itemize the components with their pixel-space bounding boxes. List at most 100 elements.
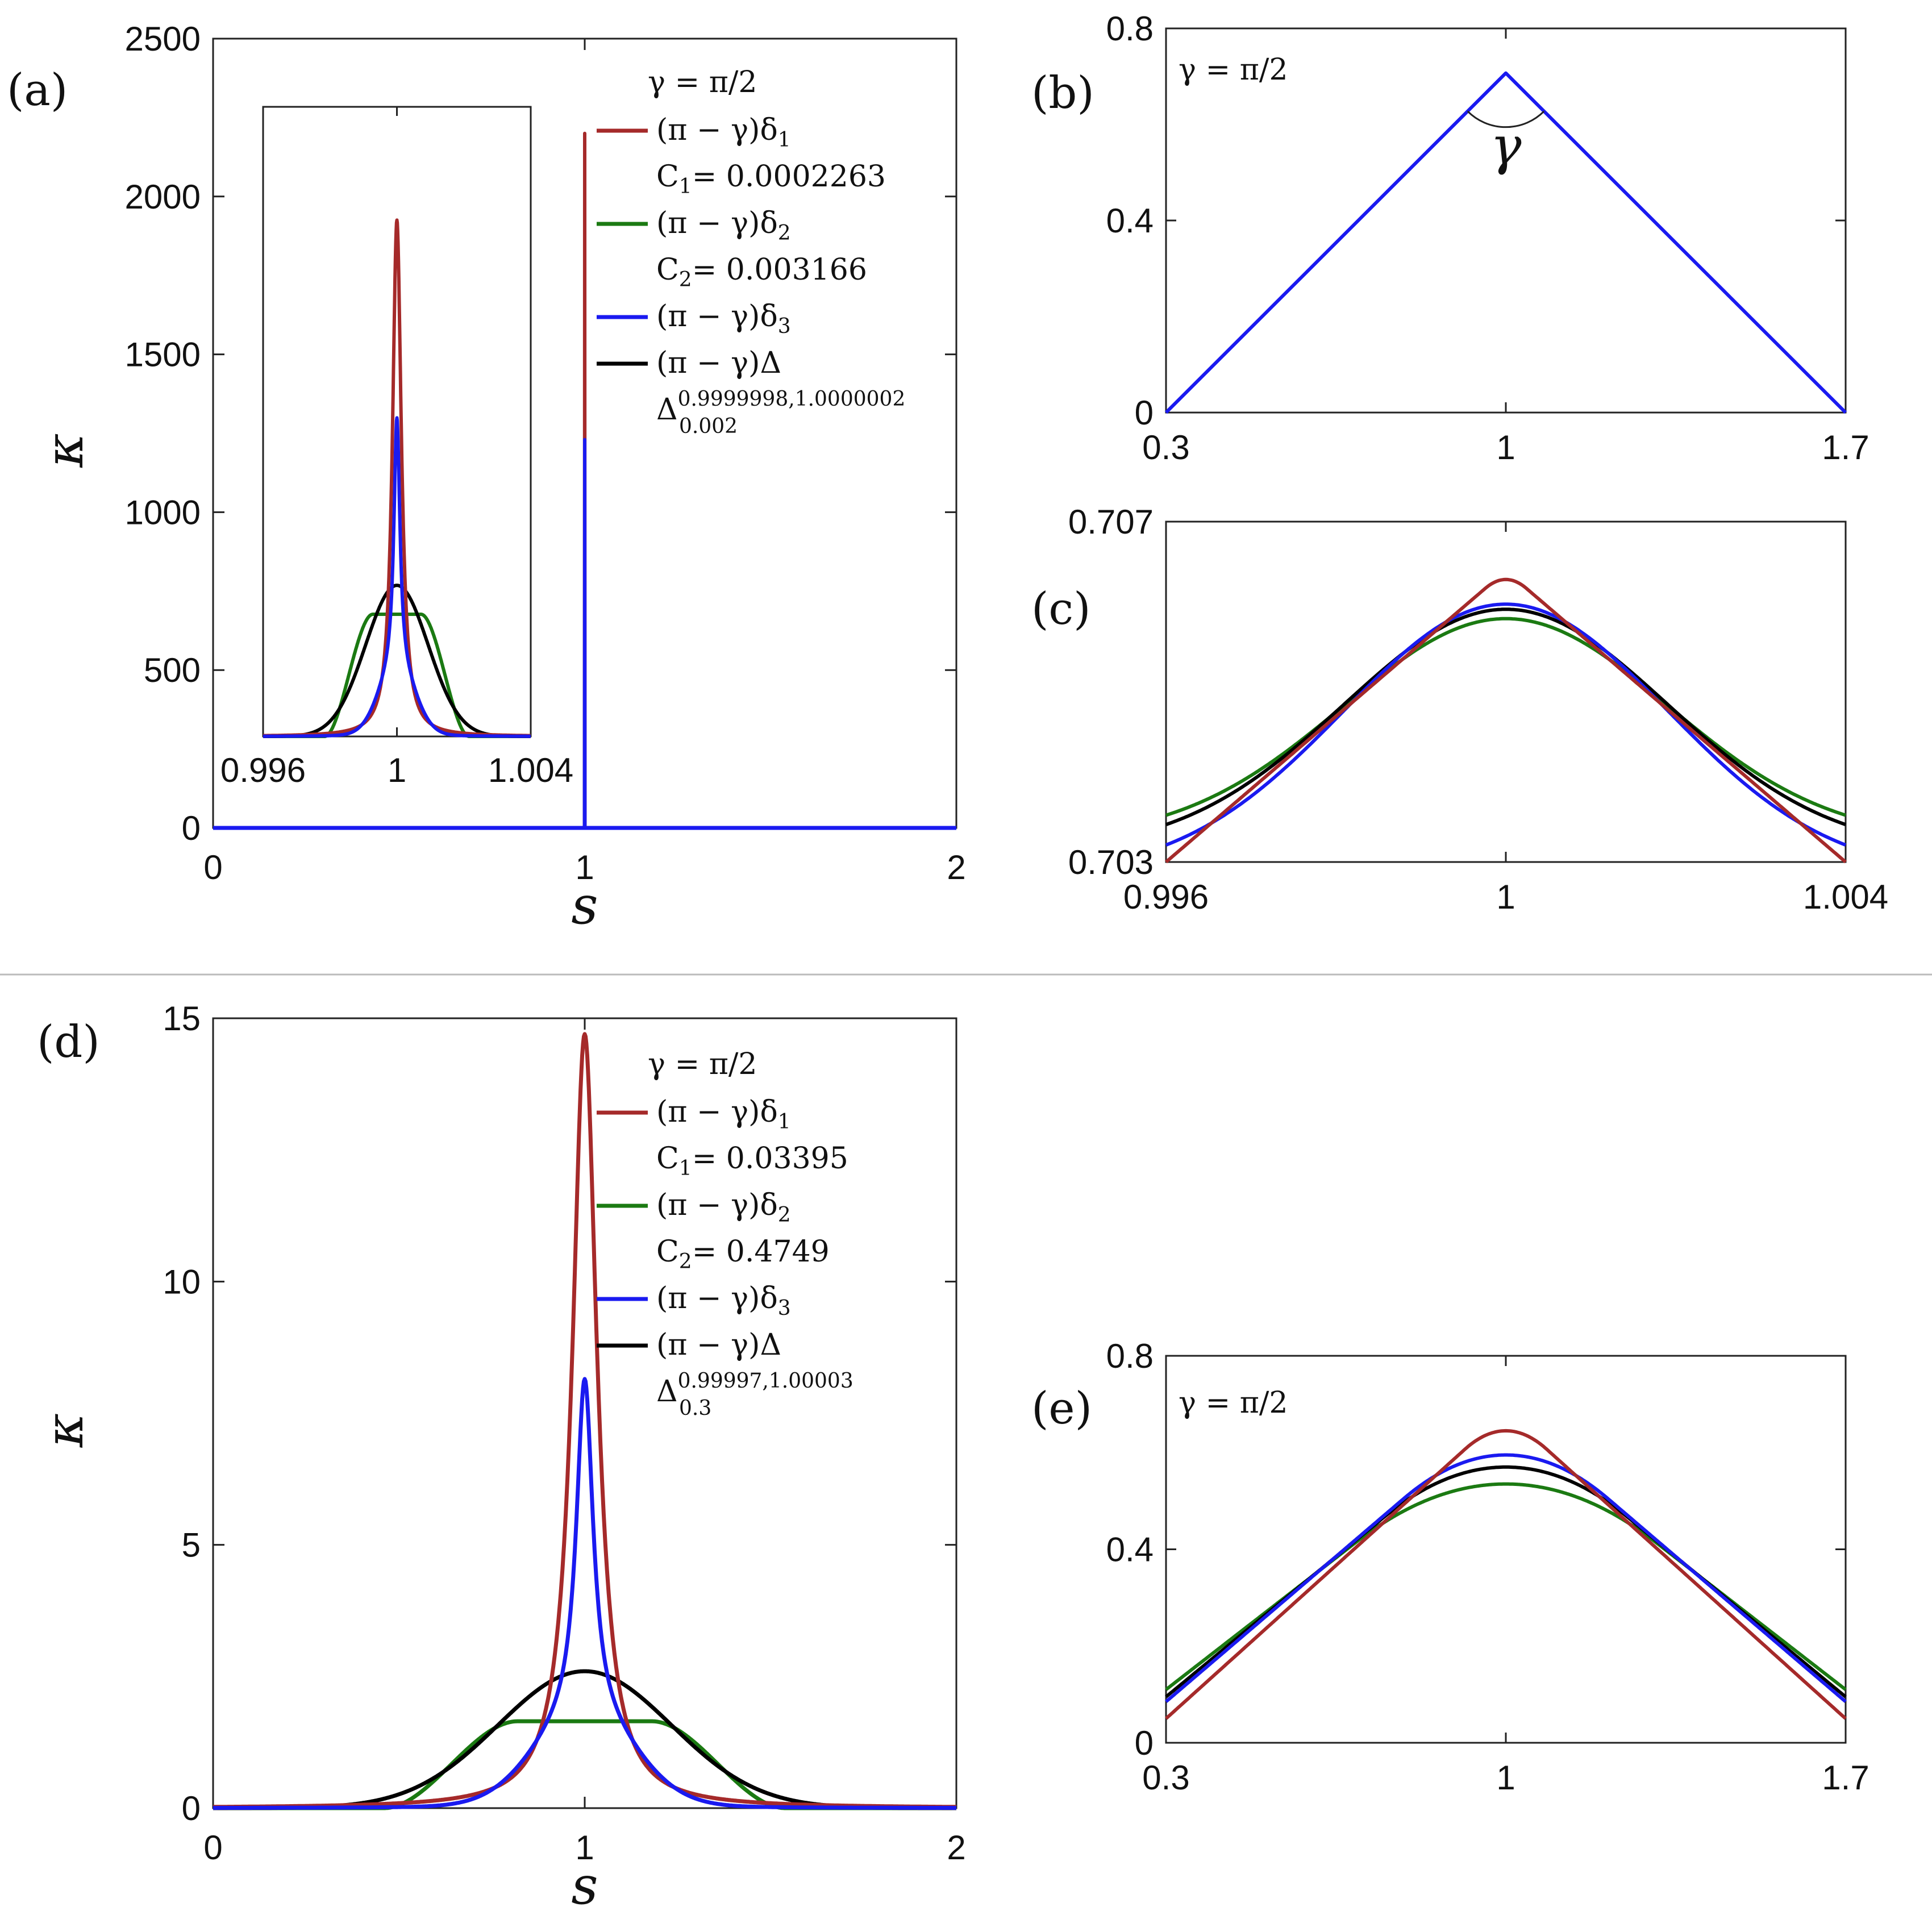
y-tick-label: 15 <box>163 1000 201 1038</box>
y-tick-label: 0.707 <box>1068 503 1154 541</box>
angle-label: γ <box>1490 116 1522 177</box>
panel-e: 0.3 1 1.7 0 0.4 0.8 γ = π/2 (e) <box>1031 1337 1869 1797</box>
panel-a-inset: 0.996 1 1.004 <box>220 106 573 789</box>
legend-note-sup: 0.9999998,1.0000002 <box>678 388 906 411</box>
legend-label-sub: 1 <box>778 1110 791 1134</box>
legend-label-delta1: (π − γ)δ1 <box>656 113 791 152</box>
legend-label-delta3: (π − γ)δ3 <box>656 299 791 338</box>
legend-label-delta2: (π − γ)δ2 <box>656 206 791 245</box>
legend-note-delta1: C1= 0.0002263 <box>656 160 886 198</box>
legend-label-main: (π − γ)Δ <box>656 1328 781 1362</box>
x-tick-label: 0 <box>203 1829 222 1867</box>
legend-label-delta2: (π − γ)δ2 <box>656 1188 791 1227</box>
legend-note-sub: 2 <box>679 1250 692 1273</box>
legend-label-Delta: (π − γ)Δ <box>656 1328 781 1362</box>
series-line-delta3 <box>1165 1453 1847 1703</box>
y-tick-label: 1000 <box>125 493 201 531</box>
panel-label-b: (b) <box>1031 68 1094 119</box>
gamma-annotation: γ = π/2 <box>1179 53 1288 87</box>
legend-label-main: (π − γ)δ <box>656 206 778 240</box>
legend-label-sub: 2 <box>778 222 791 245</box>
panel-c: 0.996 1 1.004 0.703 0.707 (c) <box>1031 503 1888 916</box>
legend-note-main: C <box>656 253 679 287</box>
gamma-annotation: γ = π/2 <box>1179 1386 1288 1420</box>
series-line-delta2 <box>1165 617 1846 817</box>
x-tick-label: 1.7 <box>1822 1759 1869 1797</box>
series-line-delta3 <box>261 416 532 738</box>
panel-label-a: (a) <box>7 65 68 116</box>
x-axis-label: s <box>571 875 598 936</box>
x-tick-label: 1.004 <box>1803 878 1888 916</box>
legend-note-sub: 0.002 <box>679 415 738 438</box>
legend-label-delta3: (π − γ)δ3 <box>656 1281 791 1320</box>
legend-note-value: = 0.0002263 <box>692 160 886 194</box>
x-tick-label: 1 <box>1496 1759 1515 1797</box>
x-tick-label: 2 <box>947 848 965 886</box>
series-line-delta3 <box>212 1377 957 1810</box>
legend-label-sub: 1 <box>778 128 791 152</box>
angle-arc <box>1467 110 1545 128</box>
legend-note-main: C <box>656 160 679 194</box>
legend-note-main: C <box>656 1235 679 1269</box>
legend-label-main: (π − γ)δ <box>656 1095 778 1129</box>
legend-note-Delta: Δ0.99997,1.00003 0.3 <box>656 1369 853 1420</box>
series-line-delta1 <box>1165 577 1847 864</box>
x-tick-label: 1.7 <box>1822 428 1869 467</box>
y-tick-label: 0.4 <box>1106 202 1154 240</box>
y-tick-label: 2500 <box>125 20 201 58</box>
x-tick-label: 0.3 <box>1142 1759 1189 1797</box>
x-tick-label: 1 <box>1496 878 1515 916</box>
legend-label-main: (π − γ)Δ <box>656 346 781 380</box>
legend-note-sub: 1 <box>679 175 692 198</box>
legend-note-sub: 0.3 <box>679 1397 711 1420</box>
y-tick-label: 0.703 <box>1068 843 1154 881</box>
series-line-Delta <box>1165 607 1846 826</box>
legend-note-main: Δ <box>656 1375 678 1409</box>
legend-note-main: Δ <box>656 393 678 427</box>
legend-title: γ = π/2 <box>648 1047 757 1081</box>
x-axis-label: s <box>571 1855 598 1916</box>
legend-label-main: (π − γ)δ <box>656 113 778 147</box>
y-tick-label: 0.8 <box>1106 1337 1154 1375</box>
x-tick-label: 0.996 <box>1123 878 1209 916</box>
y-tick-label: 5 <box>182 1526 201 1564</box>
legend-note-main: C <box>656 1142 679 1176</box>
panel-label-c: (c) <box>1031 584 1091 635</box>
y-axis-label: κ <box>34 1413 95 1448</box>
legend-note-value: = 0.4749 <box>692 1235 830 1269</box>
y-tick-label: 0 <box>182 809 201 847</box>
y-tick-label: 0 <box>1135 1724 1154 1762</box>
y-tick-label: 2000 <box>125 178 201 216</box>
legend-label-sub: 3 <box>778 315 791 338</box>
y-tick-label: 0.4 <box>1106 1531 1154 1569</box>
y-tick-label: 500 <box>144 651 201 689</box>
x-tick-label: 1 <box>1496 428 1515 467</box>
y-tick-label: 10 <box>163 1263 201 1301</box>
y-tick-label: 1500 <box>125 336 201 374</box>
x-tick-label: 0.3 <box>1142 428 1189 467</box>
series-line-delta3 <box>1164 71 1847 414</box>
legend-note-sub: 1 <box>679 1157 692 1180</box>
legend-label-Delta: (π − γ)Δ <box>656 346 781 380</box>
legend-note-sup: 0.99997,1.00003 <box>678 1369 853 1393</box>
series-line-delta1 <box>212 1032 957 1809</box>
legend-label-delta1: (π − γ)δ1 <box>656 1095 791 1134</box>
legend-label-sub: 3 <box>778 1297 791 1320</box>
x-tick-label: 1 <box>388 751 406 789</box>
series-line-delta1 <box>1165 1429 1847 1720</box>
legend-title: γ = π/2 <box>648 65 757 99</box>
x-tick-label: 1 <box>575 1829 594 1867</box>
y-tick-label: 0 <box>1135 394 1154 432</box>
legend-note-sub: 2 <box>679 268 692 292</box>
legend-note-delta2: C2= 0.4749 <box>656 1235 830 1273</box>
y-tick-label: 0.8 <box>1106 10 1154 48</box>
legend-note-delta2: C2= 0.003166 <box>656 253 867 292</box>
y-axis-label: κ <box>34 433 95 468</box>
legend-note-Delta: Δ0.9999998,1.0000002 0.002 <box>656 388 905 438</box>
legend-note-delta1: C1= 0.03395 <box>656 1142 848 1180</box>
